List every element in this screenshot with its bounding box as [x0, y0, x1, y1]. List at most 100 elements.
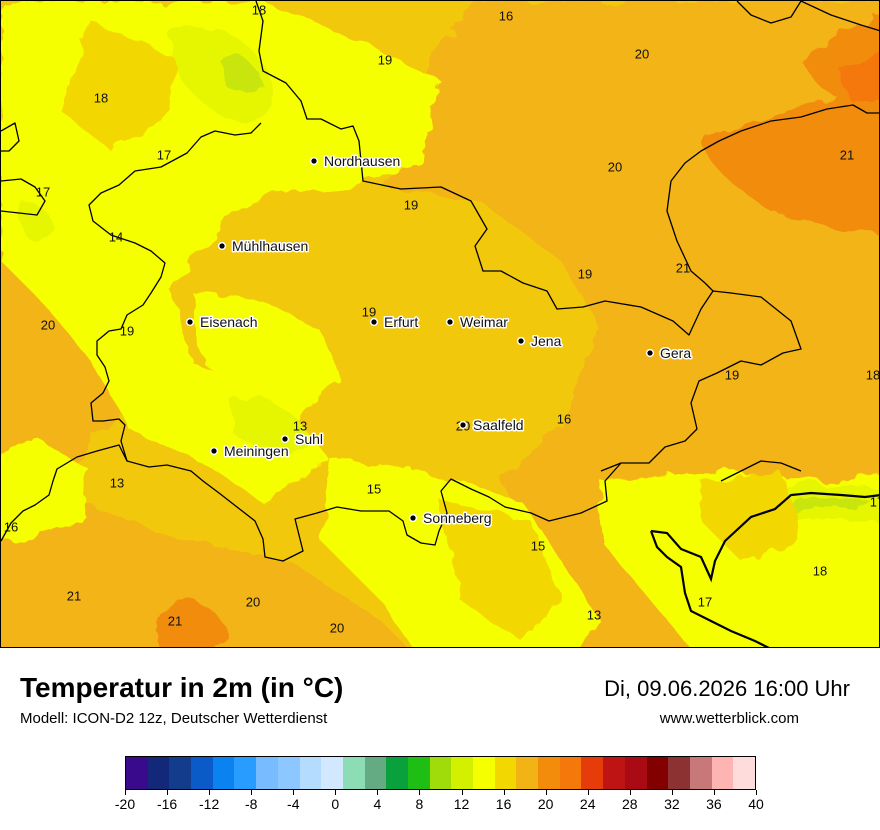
value-label: 16: [499, 8, 513, 23]
scale-swatch: [321, 757, 343, 789]
value-label: 19: [378, 52, 392, 67]
city-dot: [516, 336, 526, 346]
value-label: 21: [168, 613, 182, 628]
scale-tick-label: -4: [287, 796, 300, 812]
value-label: 21: [67, 588, 81, 603]
scale-swatch: [559, 757, 582, 789]
value-label: 19: [404, 197, 418, 212]
city-label-saalfeld: Saalfeld: [473, 417, 524, 433]
state-border: [649, 491, 879, 647]
city-label-sonneberg: Sonneberg: [423, 510, 492, 526]
value-label: 18: [866, 367, 880, 382]
scale-tick-mark: [125, 790, 126, 795]
scale-tick-mark: [461, 790, 463, 795]
scale-tick-label: -16: [156, 796, 178, 812]
region-borders: [1, 1, 879, 562]
value-label: 17: [36, 184, 50, 199]
scale-swatch: [277, 757, 300, 789]
value-label: 20: [635, 46, 649, 61]
city-label-meiningen: Meiningen: [224, 443, 289, 459]
footer: Temperatur in 2m (in °C) Modell: ICON-D2…: [0, 648, 880, 830]
scale-tick-label: 40: [748, 796, 764, 812]
scale-swatch: [256, 757, 278, 789]
scale-tick-label: 36: [706, 796, 722, 812]
scale-swatch: [733, 757, 755, 789]
value-label: 13: [293, 418, 307, 433]
scale-tick-mark: [251, 790, 253, 795]
scale-swatch: [689, 757, 712, 789]
scale-tick-mark: [671, 790, 673, 795]
scale-tick-mark: [419, 790, 421, 795]
scale-tick-label: 28: [622, 796, 638, 812]
scale-swatch: [386, 757, 408, 789]
scale-tick-marks: [125, 790, 757, 795]
scale-swatch: [624, 757, 647, 789]
city-dot: [217, 241, 227, 251]
scale-tick-label: 16: [495, 796, 512, 812]
value-label: 19: [578, 266, 592, 281]
city-dot: [369, 317, 379, 327]
value-label: 18: [94, 90, 108, 105]
value-label: 21: [840, 147, 854, 162]
city-label-nordhausen: Nordhausen: [324, 153, 400, 169]
model-info: Modell: ICON-D2 12z, Deutscher Wetterdie…: [20, 710, 328, 727]
city-label-gera: Gera: [660, 345, 691, 361]
temperature-map: 18 16 19 20 18 17 17 21 19 20 14 19 21 20 19 19 19 18 13 20…: [0, 0, 880, 648]
scale-tick-label: 20: [537, 796, 554, 812]
scale-tick-mark: [167, 790, 169, 795]
scale-swatch: [147, 757, 170, 789]
scale-swatch: [473, 757, 495, 789]
scale-swatch: [407, 757, 430, 789]
scale-swatch: [342, 757, 365, 789]
scale-tick-mark: [293, 790, 295, 795]
scale-swatch: [494, 757, 517, 789]
value-label: 19: [362, 304, 376, 319]
scale-tick-mark: [756, 790, 757, 795]
scale-tick-label: 24: [579, 796, 596, 812]
scale-swatch: [646, 757, 669, 789]
value-labels: 18 16 19 20 18 17 17 21 19 20 14 19 21 20 19 19 19 18 13 20…: [4, 2, 880, 635]
city-dot: [309, 156, 319, 166]
scale-tick-label: -12: [199, 796, 220, 812]
value-label: 15: [367, 481, 381, 496]
scale-swatch: [516, 757, 539, 789]
scale-tick-label: 4: [373, 796, 382, 812]
scale-swatch: [581, 757, 604, 789]
city-label-jena: Jena: [531, 333, 562, 349]
city-dot: [445, 317, 455, 327]
scale-tick-mark: [629, 790, 631, 795]
scale-swatch: [212, 757, 235, 789]
scale-swatch: [668, 757, 690, 789]
scale-tick-label: -20: [114, 796, 136, 812]
scale-tick-mark: [713, 790, 715, 795]
scale-swatch: [126, 757, 148, 789]
city-dot: [185, 317, 195, 327]
color-scale-legend: [125, 756, 756, 790]
value-label: 13: [110, 475, 124, 490]
map-title: Temperatur in 2m (in °C): [20, 672, 344, 703]
value-label: 20: [330, 620, 344, 635]
scale-tick-mark: [209, 790, 211, 795]
scale-tick-mark: [545, 790, 547, 795]
city-label-mühlhausen: Mühlhausen: [232, 238, 308, 254]
value-label: 17: [157, 147, 171, 162]
website-link[interactable]: www.wetterblick.com: [659, 710, 799, 727]
value-label: 21: [676, 260, 690, 275]
city-dot: [209, 446, 219, 456]
scale-swatch: [603, 757, 625, 789]
value-label: 17: [870, 494, 880, 509]
scale-swatch: [451, 757, 473, 789]
scale-tick-mark: [335, 790, 337, 795]
scale-swatch: [169, 757, 192, 789]
scale-swatch: [429, 757, 452, 789]
city-dot: [458, 420, 468, 430]
value-label: 19: [120, 323, 134, 338]
city-label-erfurt: Erfurt: [384, 314, 418, 330]
value-label: 17: [698, 594, 712, 609]
value-label: 19: [725, 367, 739, 382]
scale-tick-label: 32: [664, 796, 680, 812]
value-label: 16: [4, 519, 18, 534]
city-dot: [645, 348, 655, 358]
value-label: 20: [41, 317, 55, 332]
scale-tick-label: 0: [331, 796, 340, 812]
